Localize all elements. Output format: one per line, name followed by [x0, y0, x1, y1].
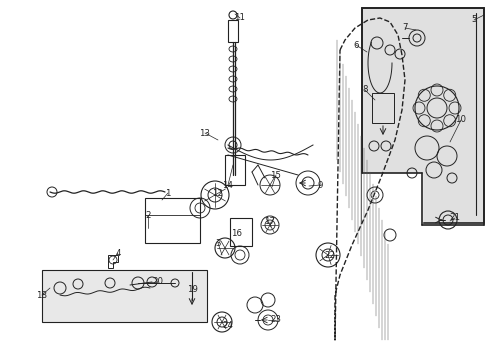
Text: 17: 17	[264, 217, 275, 226]
Text: 22: 22	[324, 251, 335, 260]
Text: 14: 14	[222, 180, 233, 189]
Text: 4: 4	[115, 248, 121, 257]
Text: 1: 1	[165, 189, 170, 198]
Text: 23: 23	[270, 315, 281, 324]
Bar	[371, 93, 393, 123]
Text: 7: 7	[402, 23, 407, 32]
Bar	[224, 155, 244, 185]
Bar	[361, 8, 483, 223]
Text: 18: 18	[37, 291, 47, 300]
Text: 19: 19	[186, 285, 197, 294]
Bar	[42, 270, 206, 322]
Text: 2: 2	[145, 211, 150, 220]
Bar	[227, 20, 238, 42]
Text: 8: 8	[362, 85, 367, 94]
Bar	[145, 198, 200, 243]
Text: 24: 24	[222, 320, 233, 329]
Text: 21: 21	[448, 213, 460, 222]
Text: 12: 12	[212, 189, 223, 198]
Text: 3: 3	[215, 238, 220, 248]
Bar	[361, 173, 421, 223]
Text: 11: 11	[234, 13, 245, 22]
Text: 15: 15	[270, 171, 281, 180]
Text: 10: 10	[454, 116, 466, 125]
Text: 13: 13	[199, 129, 210, 138]
Bar	[229, 218, 251, 246]
Text: 5: 5	[470, 15, 476, 24]
Text: 20: 20	[152, 278, 163, 287]
Text: 16: 16	[231, 229, 242, 238]
Text: 9: 9	[317, 180, 322, 189]
Text: 6: 6	[352, 40, 358, 49]
